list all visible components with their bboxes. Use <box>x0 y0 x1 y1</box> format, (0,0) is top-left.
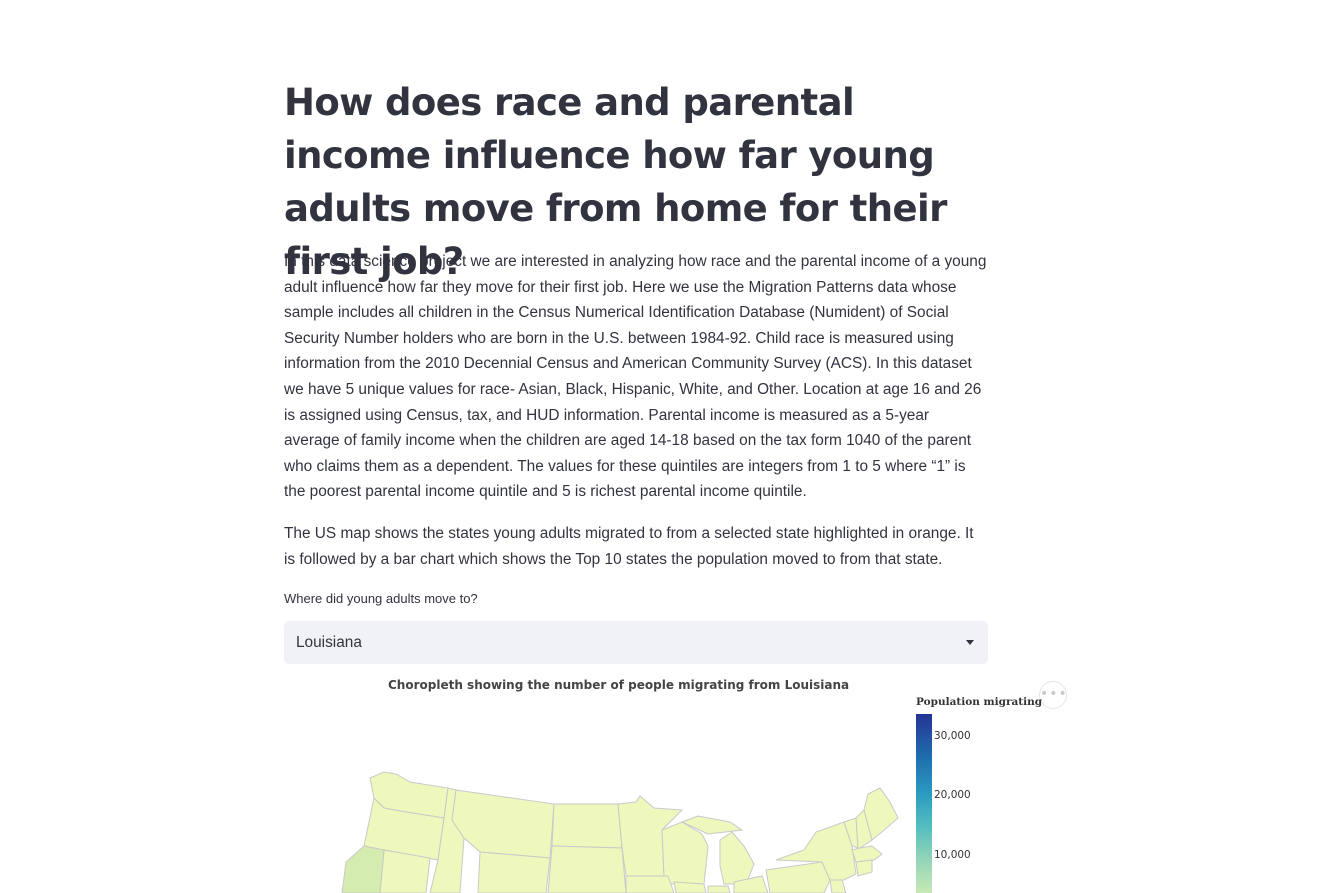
intro-paragraph: In this data science project we are inte… <box>284 253 987 501</box>
chart-title: Choropleth showing the number of people … <box>388 678 850 692</box>
state-select-value: Louisiana <box>296 633 362 651</box>
state-minnesota <box>617 795 684 877</box>
state-michigan-upper <box>680 815 744 835</box>
state-michigan-lower <box>719 831 755 885</box>
page-title: How does race and parental income influe… <box>284 81 947 283</box>
state-ohio <box>733 875 769 893</box>
state-north-dakota <box>551 803 623 849</box>
state-indiana <box>707 885 731 893</box>
state-massachusetts <box>851 845 883 863</box>
legend-tick: 20,000 <box>934 789 971 801</box>
state-wyoming <box>477 851 551 893</box>
state-nevada <box>379 849 431 893</box>
state-montana <box>451 789 555 859</box>
state-pennsylvania <box>765 861 831 893</box>
state-select[interactable]: Louisiana <box>284 621 988 664</box>
state-california <box>341 845 385 893</box>
state-new-york <box>775 821 857 881</box>
legend-tick: 30,000 <box>934 730 971 742</box>
state-iowa <box>625 875 675 893</box>
state-select-label: Where did young adults move to? <box>284 591 478 606</box>
state-maine <box>863 787 899 841</box>
ellipsis-icon[interactable]: ••• <box>1039 681 1067 709</box>
chevron-down-icon <box>966 640 974 645</box>
choropleth-chart: Choropleth showing the number of people … <box>284 670 1084 893</box>
legend-tick: 10,000 <box>934 849 971 861</box>
state-south-dakota <box>547 845 627 893</box>
state-connecticut <box>855 859 873 877</box>
legend-title: Population migrating <box>916 696 1043 708</box>
state-new-jersey <box>829 879 847 893</box>
color-scale-bar <box>916 714 932 893</box>
state-new-hampshire <box>855 809 873 849</box>
state-illinois <box>673 881 707 893</box>
map-description-paragraph: The US map shows the states young adults… <box>284 525 974 568</box>
us-map[interactable] <box>284 670 1084 893</box>
